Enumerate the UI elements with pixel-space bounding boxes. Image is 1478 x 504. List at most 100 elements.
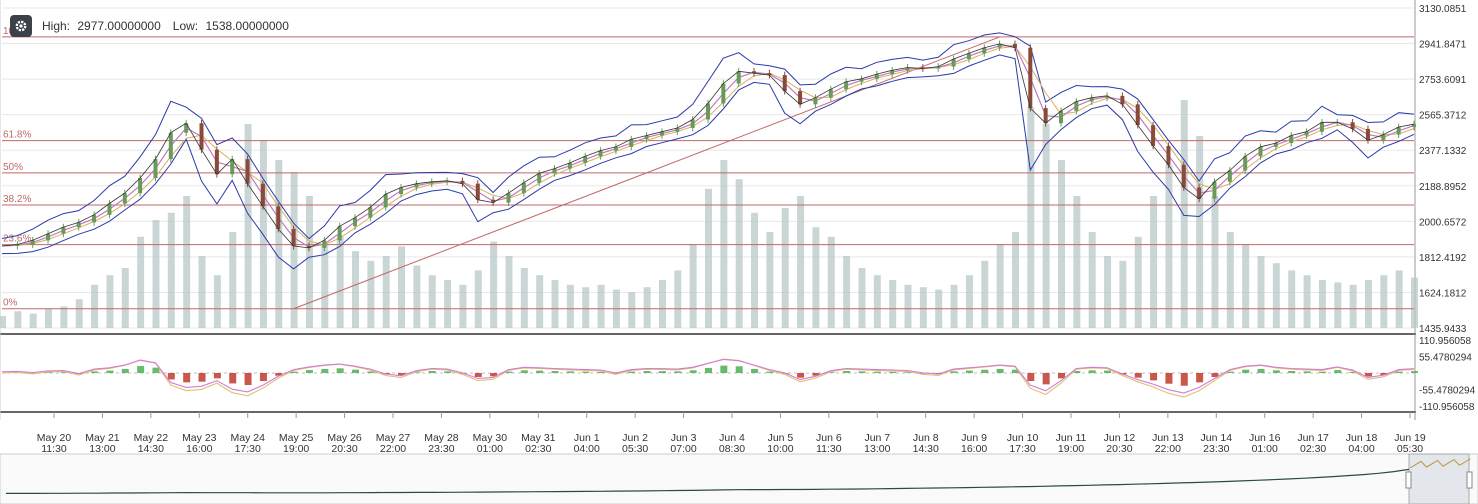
time-tick-date: Jun 14	[1201, 432, 1233, 444]
volume-bar	[444, 280, 452, 328]
volume-bar	[1104, 256, 1112, 328]
candle-body	[890, 70, 895, 75]
volume-bar	[1364, 280, 1372, 328]
macd-histogram-bar	[981, 369, 989, 373]
volume-bar	[0, 316, 6, 328]
candle-body	[1135, 104, 1140, 126]
volume-bar	[1042, 124, 1050, 328]
candle-body	[706, 103, 710, 120]
macd-histogram-bar	[1349, 371, 1357, 373]
macd-histogram-bar	[428, 370, 436, 373]
candle-body	[690, 119, 695, 128]
macd-histogram-bar	[1364, 373, 1372, 377]
candle-body	[429, 181, 434, 184]
candle-body	[767, 73, 772, 76]
candle-body	[1043, 108, 1048, 124]
time-tick-time: 01:00	[477, 443, 503, 455]
candle-body	[1089, 97, 1094, 102]
macd-histogram-bar	[735, 366, 743, 373]
candle-body	[245, 159, 250, 184]
time-tick-date: May 24	[230, 432, 265, 444]
volume-bar	[1380, 275, 1388, 328]
time-tick-time: 02:30	[525, 443, 551, 455]
volume-bar	[643, 287, 651, 328]
volume-bar	[751, 212, 759, 328]
candle-body	[399, 187, 404, 195]
trend-line	[293, 36, 1000, 310]
time-tick-time: 14:30	[913, 443, 939, 455]
macd-histogram-bar	[566, 371, 574, 373]
volume-bar	[827, 236, 835, 328]
macd-histogram-bar	[1303, 371, 1311, 373]
macd-histogram-bar	[996, 368, 1004, 373]
time-tick-date: Jun 11	[1056, 432, 1087, 444]
volume-bar	[950, 284, 958, 328]
volume-bar	[91, 284, 99, 328]
time-tick-time: 11:30	[816, 443, 842, 455]
candle-body	[168, 132, 173, 160]
candle-body	[337, 226, 342, 241]
candle-body	[1304, 131, 1309, 136]
navigator-panel[interactable]	[0, 453, 1478, 504]
macd-histogram-bar	[965, 370, 973, 373]
macd-histogram-bar	[520, 370, 528, 373]
candle-body	[1151, 125, 1156, 146]
navigator-handle-right[interactable]	[1466, 471, 1473, 489]
candle-body	[260, 183, 265, 207]
volume-bar	[597, 284, 605, 328]
candle-body	[353, 217, 357, 227]
macd-histogram-bar	[751, 368, 759, 373]
candle-body	[782, 75, 787, 92]
time-tick-time: 04:00	[574, 443, 600, 455]
time-tick-date: Jun 10	[1007, 432, 1039, 444]
candle-body	[598, 150, 603, 157]
settings-button[interactable]	[10, 15, 32, 37]
candle-body	[368, 207, 373, 218]
candle-body	[30, 240, 35, 245]
fib-label: 0%	[3, 298, 18, 309]
macd-histogram-bar	[705, 367, 712, 373]
volume-bar	[996, 244, 1004, 328]
volume-bar	[582, 287, 590, 328]
candle-body	[506, 193, 511, 203]
time-tick-date: Jun 4	[719, 432, 745, 444]
time-tick-time: 13:00	[89, 443, 115, 455]
time-tick-date: Jun 16	[1249, 432, 1281, 444]
volume-bar	[1165, 164, 1173, 328]
volume-bar	[1242, 244, 1250, 328]
macd-histogram-bar	[1134, 373, 1142, 378]
macd-histogram-bar	[1288, 370, 1296, 373]
macd-histogram-bar	[1257, 368, 1265, 373]
volume-bar	[398, 246, 406, 328]
volume-bar	[797, 196, 805, 328]
macd-histogram-bar	[1196, 373, 1204, 383]
candle-body	[61, 227, 66, 234]
low-value: 1538.00000000	[203, 19, 291, 33]
candle-body	[291, 229, 296, 247]
price-line	[1, 43, 1415, 249]
time-tick-time: 01:00	[1252, 443, 1278, 455]
candle-body	[230, 159, 235, 175]
navigator-handle-left[interactable]	[1405, 471, 1412, 489]
fib-label: 23.6%	[3, 234, 31, 245]
macd-histogram-bar	[1272, 370, 1280, 373]
macd-histogram-bar	[213, 373, 221, 379]
time-tick-time: 16:00	[961, 443, 987, 455]
volume-bars	[0, 100, 1418, 328]
time-tick-time: 22:00	[380, 443, 406, 455]
macd-histogram-bar	[444, 371, 452, 373]
volume-bar	[812, 227, 820, 328]
volume-bar	[1134, 236, 1142, 328]
macd-histogram-bar	[91, 371, 99, 373]
candle-body	[1412, 124, 1416, 128]
time-tick-time: 23:30	[1203, 443, 1229, 455]
volume-bar	[781, 208, 789, 328]
candle-body	[567, 162, 572, 169]
macd-histogram-bar	[244, 373, 252, 386]
time-tick-time: 17:30	[235, 443, 261, 455]
time-tick-date: May 23	[182, 432, 217, 444]
volume-bar	[1180, 100, 1188, 328]
candle-body	[1319, 122, 1324, 132]
time-tick-time: 11:30	[41, 443, 67, 455]
volume-bar	[45, 308, 53, 328]
